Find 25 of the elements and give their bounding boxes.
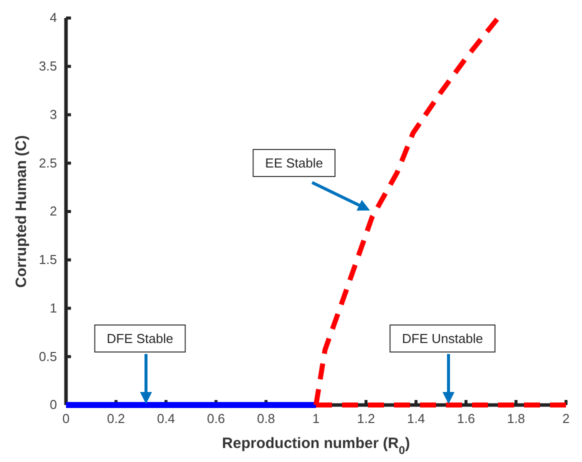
x-tick-label: 0.2	[106, 411, 126, 426]
annotation: DFE Stable	[106, 331, 174, 346]
x-tick-label: 1.8	[506, 411, 526, 426]
x-tick-label: 2	[562, 411, 570, 426]
x-tick-label: 0.8	[256, 411, 276, 426]
x-axis-title: Reproduction number (R$_{0}$)	[222, 435, 410, 457]
y-tick-label: 3.5	[38, 58, 57, 74]
y-tick-label: 2	[50, 204, 57, 219]
y-tick-label: 4	[50, 10, 57, 26]
x-tick-label: 0	[62, 411, 70, 426]
x-tick-label: 0.4	[156, 411, 176, 426]
y-tick-label: 1	[50, 300, 57, 316]
x-tick-label: 1.4	[406, 411, 426, 426]
y-tick-label: 2.5	[38, 155, 57, 170]
y-axis-title: Corrupted Human (C)	[13, 135, 30, 288]
y-tick-label: 3	[50, 106, 57, 122]
annotation: EE Stable	[265, 156, 323, 170]
x-tick-label: 0.6	[206, 411, 226, 426]
x-tick-label: 1.6	[456, 411, 476, 426]
y-tick-label: 0.5	[38, 348, 57, 364]
y-tick-label: 1.5	[38, 252, 57, 268]
annotation: DFE Unstable	[402, 331, 483, 346]
x-tick-label: 1.2	[356, 411, 376, 426]
x-tick-label: 1	[312, 411, 320, 426]
y-tick-label: 0	[50, 397, 57, 412]
